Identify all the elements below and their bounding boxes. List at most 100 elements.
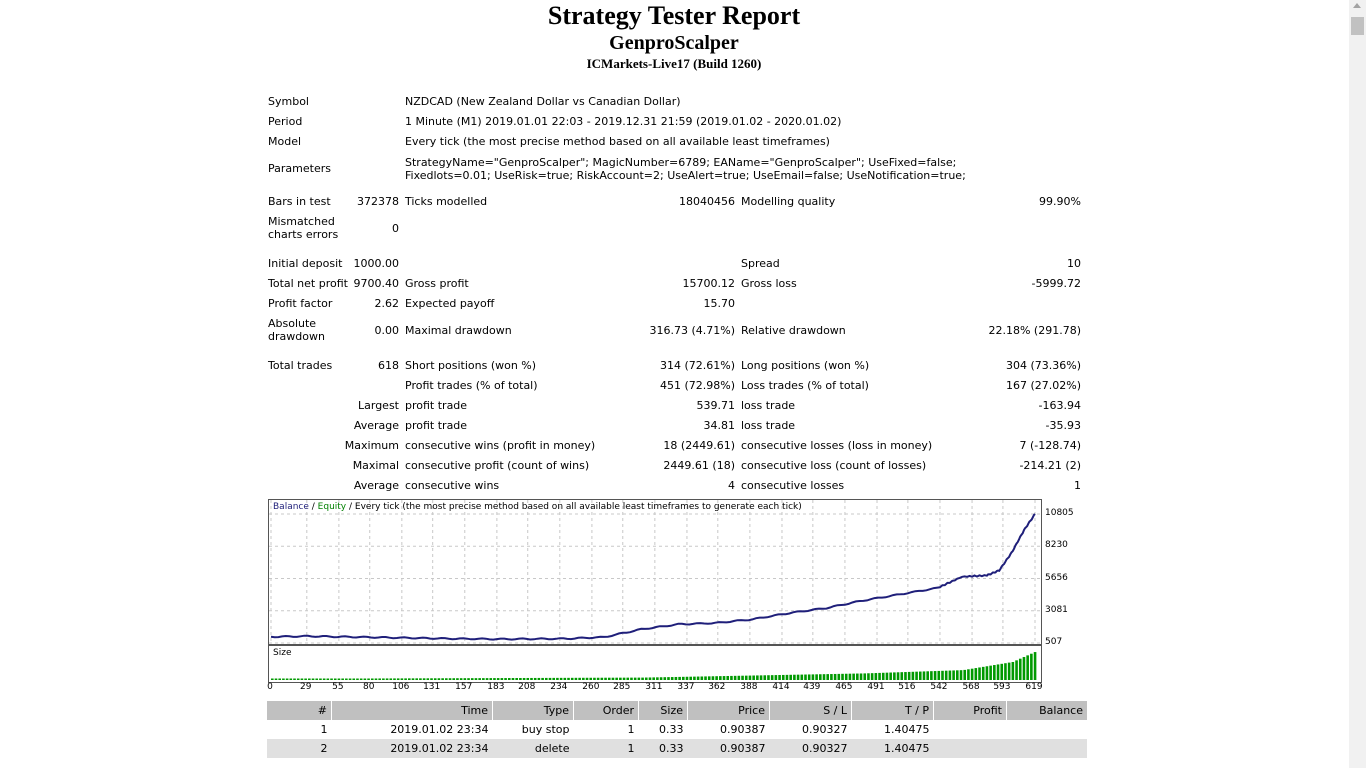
size-bar [756, 675, 759, 680]
size-bar [793, 674, 796, 680]
row-maximum: Maximum consecutive wins (profit in mone… [268, 439, 1083, 459]
size-bar [970, 668, 974, 680]
size-bar [1015, 660, 1018, 680]
size-bar [922, 671, 926, 680]
server-build: ICMarkets-Live17 (Build 1260) [586, 56, 762, 71]
cell-tp: 1.40475 [884, 723, 930, 736]
x-tick-label: 414 [772, 682, 790, 692]
size-bar [900, 672, 904, 680]
size-bar [781, 674, 785, 680]
avg-consec-losses-label: consecutive losses [741, 479, 845, 492]
size-bar [937, 670, 941, 680]
size-bar [878, 672, 881, 680]
size-bar [322, 678, 326, 680]
average-loss-value: -35.93 [1045, 419, 1081, 432]
row-maximal: Maximal consecutive profit (count of win… [268, 459, 1083, 479]
size-bar [904, 672, 907, 680]
gross-profit-value: 15700.12 [682, 277, 736, 290]
size-bar [404, 678, 407, 680]
size-bar [626, 677, 630, 680]
average-profit-value: 34.81 [703, 419, 736, 432]
col-sl: S / L [769, 701, 852, 720]
size-bar [582, 677, 585, 680]
size-bar [452, 678, 456, 680]
size-bar [926, 671, 929, 680]
row-net-profit: Total net profit 9700.40 Gross profit 15… [268, 277, 1083, 297]
scrollbar-thumb[interactable] [1351, 17, 1364, 35]
size-bar [815, 674, 818, 680]
size-bar [467, 678, 470, 680]
size-bar [907, 671, 911, 680]
scroll-up-arrow-icon[interactable] [1353, 3, 1361, 8]
x-tick-label: 311 [645, 682, 663, 692]
relative-drawdown-label: Relative drawdown [741, 324, 846, 337]
size-bar [619, 677, 622, 680]
col-size: Size [638, 701, 688, 720]
x-tick-label: 29 [300, 682, 312, 692]
trades-table: # Time Type Order Size Price S / L T / P… [266, 701, 1087, 758]
size-bar [482, 678, 485, 680]
cell-price: 0.90387 [687, 739, 770, 758]
x-tick-label: 465 [835, 682, 853, 692]
size-bar [737, 675, 741, 680]
size-bar [596, 677, 600, 680]
mismatched-label: Mismatched charts errors [268, 215, 339, 241]
cell-profit [933, 739, 1007, 758]
net-profit-value: 9700.40 [353, 277, 400, 290]
size-bar [767, 675, 770, 680]
deposit-label: Initial deposit [268, 257, 343, 270]
size-bar [933, 671, 937, 680]
size-bar [589, 677, 593, 680]
absolute-drawdown-label: Absolute drawdown [268, 317, 325, 343]
size-bar [785, 674, 789, 680]
size-bar [985, 666, 989, 680]
x-tick-label: 131 [423, 682, 441, 692]
size-bar [715, 676, 718, 680]
vertical-scrollbar[interactable] [1349, 0, 1366, 768]
max-consec-losses-label: consecutive losses (loss in money) [741, 439, 933, 452]
col-tp: T / P [851, 701, 934, 720]
col-type: Type [492, 701, 574, 720]
size-bar [526, 677, 530, 680]
size-bar [563, 677, 567, 680]
size-bar [1000, 663, 1004, 680]
model-value: Every tick (the most precise method base… [405, 135, 830, 148]
total-trades-value: 618 [378, 359, 399, 372]
size-bar [867, 673, 870, 680]
row-symbol: Symbol NZDCAD (New Zealand Dollar vs Can… [268, 95, 1083, 115]
cell-number: 2 [266, 739, 332, 758]
size-bar [348, 678, 352, 680]
largest-profit-label: profit trade [405, 399, 468, 412]
equity-legend: Equity [317, 502, 347, 512]
size-bar [493, 678, 496, 680]
size-bar [859, 673, 863, 680]
size-bar [282, 678, 285, 680]
trade-row: 2 2019.01.02 23:34 delete 1 0.33 0.90387… [266, 739, 1087, 758]
size-bar [1011, 662, 1015, 680]
largest-loss-value: -163.94 [1038, 399, 1081, 412]
x-tick-label: 0 [267, 682, 273, 692]
model-label: Model [268, 135, 302, 148]
row-mismatched: Mismatched charts errors 0 [268, 215, 1083, 243]
size-bar [670, 677, 674, 680]
y-tick-label: 3081 [1045, 604, 1068, 615]
size-chart-title: Size [273, 648, 292, 658]
size-bar [652, 677, 655, 680]
size-bar [819, 674, 822, 680]
size-bar [726, 675, 730, 680]
avg-consec-losses-value: 1 [1074, 479, 1081, 492]
size-bar [337, 678, 341, 680]
size-bar [963, 669, 967, 680]
size-bar [693, 676, 696, 680]
x-tick-label: 208 [518, 682, 536, 692]
size-bar [552, 677, 556, 680]
cell-type: buy stop [521, 723, 570, 736]
size-bar [370, 678, 374, 680]
profit-trades-label: Profit trades (% of total) [405, 379, 538, 392]
size-bar [870, 673, 874, 680]
max-consec-wins-label: consecutive wins (profit in money) [405, 439, 596, 452]
expert-name: GenproScalper [609, 32, 739, 54]
cell-time: 2019.01.02 23:34 [331, 739, 493, 758]
size-bar [504, 678, 507, 680]
size-bar [956, 670, 959, 680]
